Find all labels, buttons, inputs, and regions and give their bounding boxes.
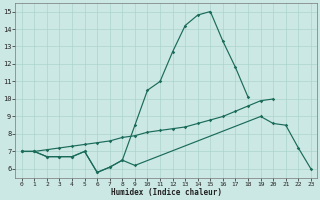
X-axis label: Humidex (Indice chaleur): Humidex (Indice chaleur) bbox=[111, 188, 222, 197]
